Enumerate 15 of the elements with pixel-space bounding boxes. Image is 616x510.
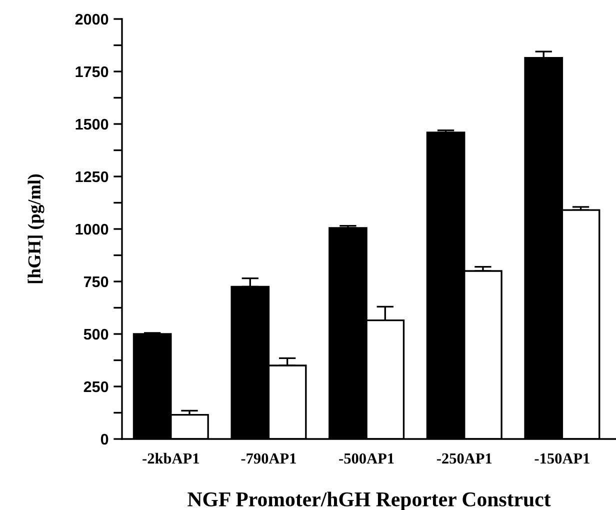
x-tick-label: -790AP1 <box>241 453 296 464</box>
x-tick-label: -150AP1 <box>534 453 590 464</box>
y-tick-label: 2000 <box>75 14 108 25</box>
x-tick-label: -2kbAP1 <box>142 452 199 464</box>
y-tick-label: 1750 <box>76 66 108 78</box>
y-axis-title: [hGH] (pg/ml) <box>28 174 44 284</box>
x-tick-label: -250AP1 <box>436 453 492 464</box>
y-tick-label: 1000 <box>76 224 108 235</box>
y-tick-label: 500 <box>84 328 108 340</box>
y-tick-label: 1500 <box>76 118 108 130</box>
y-tick-label: 750 <box>84 276 108 288</box>
y-tick-label: 1250 <box>76 171 108 182</box>
x-tick-label: -500AP1 <box>339 453 394 464</box>
y-tick-label: 0 <box>100 434 108 445</box>
y-tick-label: 250 <box>84 381 108 392</box>
